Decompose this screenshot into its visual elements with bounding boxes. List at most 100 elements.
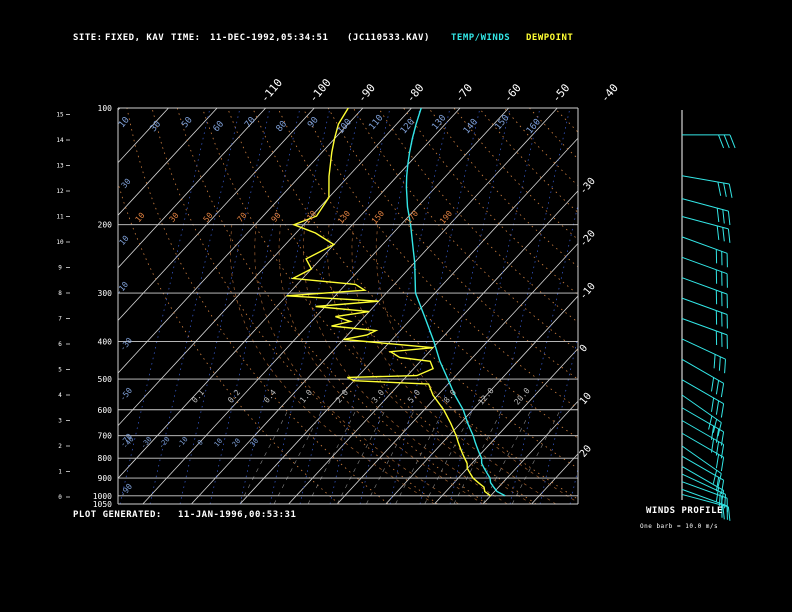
pseudo-adiabat-label: 30 xyxy=(249,437,261,449)
wind-barb-staff xyxy=(681,432,724,458)
isotherm-line xyxy=(677,108,792,504)
mixing-ratio-label: 12.0 xyxy=(476,386,495,407)
time-value: 11-DEC-1992,05:34:51 xyxy=(210,33,329,43)
left-adiabat-label: -10 xyxy=(114,280,130,297)
dry-adiabat-line xyxy=(302,108,578,410)
height-tick-label: 0 xyxy=(58,494,62,501)
pseudo-adiabat-label: -10 xyxy=(175,435,189,450)
wind-barb-flag xyxy=(722,227,725,242)
mixing-ratio-line xyxy=(511,409,561,504)
isotherm-line xyxy=(531,453,578,504)
dry-adiabat-label: 50 xyxy=(180,115,195,130)
wind-barb-staff xyxy=(681,277,728,295)
temp-top-label: -40 xyxy=(598,81,621,105)
wind-barb-flag xyxy=(723,182,727,197)
moist-adiabat-line xyxy=(327,224,532,504)
height-tick-label: 14 xyxy=(56,137,64,144)
winds-profile xyxy=(681,110,736,521)
wind-barb-staff xyxy=(681,488,728,507)
temp-top-label: -110 xyxy=(258,76,285,105)
dry-adiabat-line xyxy=(151,108,438,504)
isotherm-line xyxy=(118,108,267,269)
plot-generated-label: PLOT GENERATED: xyxy=(73,510,162,520)
wind-barb-flag xyxy=(720,383,725,398)
height-tick-label: 12 xyxy=(56,188,64,195)
pseudo-adiabat-label: 0 xyxy=(196,439,205,447)
wind-barb-flag xyxy=(722,209,725,224)
pseudo-adiabat-label: -20 xyxy=(157,435,171,450)
wind-barb-flag xyxy=(727,506,731,521)
dry-adiabat-label: 160 xyxy=(525,117,543,136)
wind-barb-flag xyxy=(715,380,720,395)
wind-barb-flag xyxy=(720,403,725,418)
height-tick-label: 8 xyxy=(58,290,62,297)
moist-adiabat-line xyxy=(375,224,578,504)
pressure-tick-label: 800 xyxy=(98,454,113,463)
theta-e-label: 70 xyxy=(236,211,249,224)
legend-temp-winds: TEMP/WINDS xyxy=(451,33,511,43)
mixing-ratio-label: 3.0 xyxy=(370,388,386,405)
isotherm-line xyxy=(191,108,558,504)
theta-e-line xyxy=(329,108,421,504)
wind-barb-flag xyxy=(717,473,722,488)
site-label: SITE: xyxy=(73,33,103,43)
file-name: (JC110533.KAV) xyxy=(347,33,430,43)
wind-barb-staff xyxy=(681,473,726,495)
theta-e-line xyxy=(449,108,541,504)
pseudo-adiabat-label: 10 xyxy=(213,437,225,449)
wind-barb-staff xyxy=(681,216,729,230)
dry-adiabat-label: 60 xyxy=(212,119,227,134)
wind-barb-flag xyxy=(727,228,731,243)
dry-adiabat-label: 130 xyxy=(430,113,448,132)
wind-barb-staff xyxy=(681,394,722,423)
pressure-tick-label: 300 xyxy=(98,289,113,298)
wind-barb-staff xyxy=(681,358,724,384)
temp-right-label: 0 xyxy=(578,343,590,355)
theta-e-label: 150 xyxy=(370,209,386,226)
pressure-tick-label: 400 xyxy=(98,337,113,346)
wind-barb-flag xyxy=(722,505,725,520)
dry-adiabat-line xyxy=(118,181,340,504)
moist-adiabat-line xyxy=(302,224,508,504)
dry-adiabat-line xyxy=(227,108,578,500)
wind-barb-flag xyxy=(729,134,736,149)
temp-right-label: -20 xyxy=(578,228,598,249)
height-tick-label: 2 xyxy=(58,443,62,450)
mixing-ratio-line xyxy=(336,409,386,504)
pressure-tick-label: 500 xyxy=(98,375,113,384)
dry-adiabat-label: 80 xyxy=(275,119,290,134)
site-value: FIXED, KAV xyxy=(105,33,165,43)
temperature-profile-line xyxy=(405,108,506,497)
winds-profile-title: WINDS PROFILE xyxy=(646,506,723,516)
wind-barb-flag xyxy=(716,225,720,240)
pseudo-adiabat-label: -30 xyxy=(139,435,153,450)
temp-right-label: 10 xyxy=(578,391,594,407)
wind-barb-staff xyxy=(681,236,728,254)
height-tick-label: 13 xyxy=(56,163,64,170)
isotherm-line xyxy=(239,137,578,504)
mixing-ratio-line xyxy=(366,409,415,504)
temp-top-label: -70 xyxy=(452,81,475,105)
dry-adiabat-line xyxy=(176,108,488,504)
winds-barb-note: One barb = 10.0 m/s xyxy=(640,523,719,530)
wind-barb-flag xyxy=(720,480,725,495)
left-adiabat-label: -30 xyxy=(118,336,134,353)
theta-e-label: 170 xyxy=(404,209,420,226)
wind-barb-staff xyxy=(681,175,730,185)
mixing-ratio-label: 20.0 xyxy=(512,386,531,407)
dry-adiabat-line xyxy=(580,108,792,504)
dry-adiabat-label: 30 xyxy=(149,119,164,134)
wind-barb-flag xyxy=(708,415,713,430)
dry-adiabat-line xyxy=(277,108,578,439)
pressure-tick-label: 200 xyxy=(98,221,113,230)
wind-barb-staff xyxy=(681,465,724,491)
isotherm-line xyxy=(288,190,578,504)
pressure-tick-label: 1050 xyxy=(93,500,112,509)
mixing-ratio-line xyxy=(239,409,289,504)
wind-barb-flag xyxy=(717,181,722,196)
left-adiabat-label: 10 xyxy=(118,234,131,247)
temp-top-label: -80 xyxy=(404,81,427,105)
temp-right-label: 20 xyxy=(578,443,594,459)
wind-barb-flag xyxy=(715,400,720,415)
